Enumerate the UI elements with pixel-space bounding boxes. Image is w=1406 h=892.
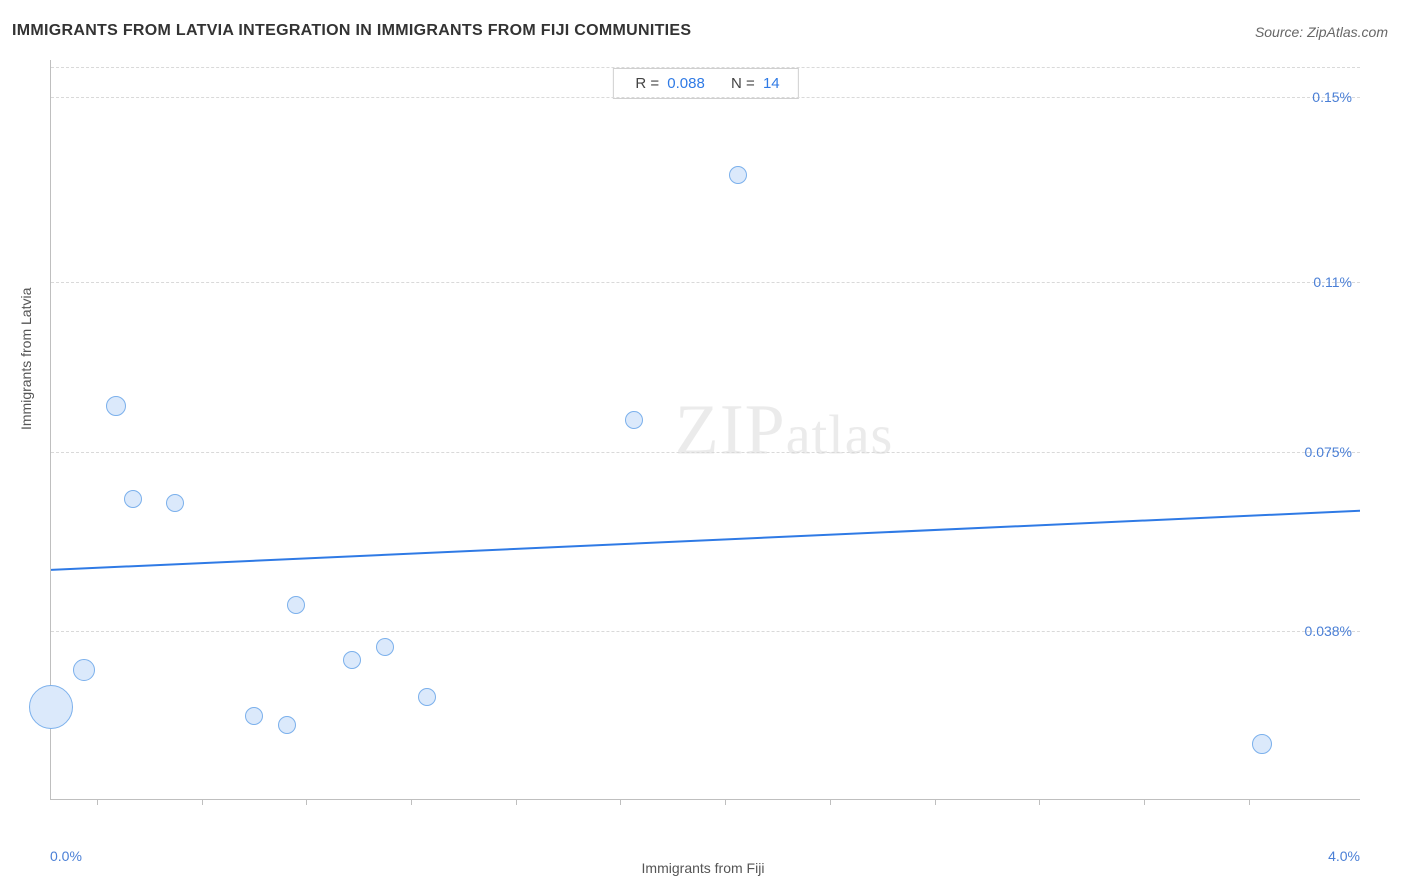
x-tick [830,799,831,805]
source-value: ZipAtlas.com [1307,24,1388,40]
x-tick [306,799,307,805]
x-tick [516,799,517,805]
data-point[interactable] [278,716,296,734]
y-tick-label: 0.15% [1312,89,1352,105]
plot-area: R = 0.088 N = 14 ZIPatlas 0.15% 0.11% 0.07… [50,60,1360,800]
data-point[interactable] [166,494,184,512]
x-tick [97,799,98,805]
r-label: R = [635,75,659,92]
data-point[interactable] [73,659,95,681]
source-attribution: Source: ZipAtlas.com [1255,24,1388,40]
watermark: ZIPatlas [675,388,894,471]
chart-title: IMMIGRANTS FROM LATVIA INTEGRATION IN IM… [12,22,691,40]
r-value: 0.088 [667,75,705,92]
data-point[interactable] [625,411,643,429]
data-point[interactable] [376,638,394,656]
gridline [51,282,1360,283]
n-label: N = [731,75,755,92]
y-tick-label: 0.038% [1305,623,1352,639]
x-axis-label: Immigrants from Fiji [642,860,765,876]
source-label: Source: [1255,24,1307,40]
n-value: 14 [763,75,780,92]
trend-line [51,60,1360,799]
x-min-label: 0.0% [50,848,82,864]
x-tick [411,799,412,805]
data-point[interactable] [343,651,361,669]
gridline [51,631,1360,632]
data-point[interactable] [245,707,263,725]
gridline [51,452,1360,453]
data-point[interactable] [287,596,305,614]
gridline [51,97,1360,98]
x-tick [725,799,726,805]
y-axis-label: Immigrants from Latvia [18,288,34,430]
data-point[interactable] [29,685,73,729]
x-max-label: 4.0% [1328,848,1360,864]
x-tick [620,799,621,805]
gridline [51,67,1360,68]
data-point[interactable] [124,490,142,508]
x-tick [1249,799,1250,805]
watermark-secondary: atlas [786,404,894,466]
watermark-primary: ZIP [675,389,786,469]
x-tick [935,799,936,805]
x-tick [1039,799,1040,805]
data-point[interactable] [1252,734,1272,754]
y-tick-label: 0.11% [1313,274,1352,290]
x-tick [1144,799,1145,805]
y-tick-label: 0.075% [1305,444,1352,460]
stats-box: R = 0.088 N = 14 [612,68,798,99]
chart-container: IMMIGRANTS FROM LATVIA INTEGRATION IN IM… [0,0,1406,892]
data-point[interactable] [418,688,436,706]
x-tick [202,799,203,805]
data-point[interactable] [106,396,126,416]
data-point[interactable] [729,166,747,184]
